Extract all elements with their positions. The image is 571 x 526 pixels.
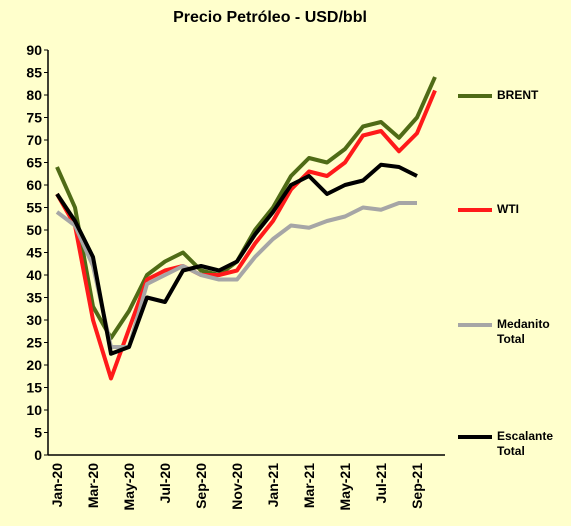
- line-series: [55, 162, 418, 356]
- x-tick-label: Jul-20: [157, 463, 173, 504]
- y-tick-label: 15: [26, 380, 42, 396]
- x-tick-label: Nov-20: [229, 463, 245, 510]
- y-tick-label: 85: [26, 65, 42, 81]
- y-tick-label: 60: [26, 177, 42, 193]
- x-tick-label: Jan-21: [265, 463, 281, 508]
- y-tick-label: 90: [26, 42, 42, 58]
- y-tick-label: 30: [26, 312, 42, 328]
- y-tick-label: 65: [26, 155, 42, 171]
- x-tick-label: Mar-21: [301, 463, 317, 508]
- y-tick-label: 55: [26, 200, 42, 216]
- y-tick-label: 20: [26, 357, 42, 373]
- legend-label: WTI: [497, 202, 519, 216]
- y-tick-label: 0: [34, 447, 42, 463]
- legend-label: Medanito Total: [497, 317, 550, 346]
- x-tick-label: Jul-21: [373, 463, 389, 504]
- y-tick-label: 10: [26, 402, 42, 418]
- x-tick-label: Sep-21: [409, 463, 425, 509]
- y-tick-label: 5: [34, 425, 42, 441]
- legend-label: Escalante Total: [497, 429, 554, 458]
- line-series: [55, 201, 417, 349]
- line-series: [55, 89, 437, 381]
- y-tick-label: 40: [26, 267, 42, 283]
- y-tick-label: 75: [26, 110, 42, 126]
- y-tick-label: 50: [26, 222, 42, 238]
- y-tick-label: 25: [26, 335, 42, 351]
- y-tick-label: 70: [26, 132, 42, 148]
- legend-label: BRENT: [497, 88, 539, 102]
- x-tick-label: May-21: [337, 463, 353, 511]
- y-tick-label: 35: [26, 290, 42, 306]
- x-tick-label: Jan-20: [49, 463, 65, 508]
- x-tick-label: Mar-20: [85, 463, 101, 508]
- y-tick-label: 45: [26, 245, 42, 261]
- y-tick-label: 80: [26, 87, 42, 103]
- chart-title: Precio Petróleo - USD/bbl: [173, 9, 367, 26]
- x-tick-label: Sep-20: [193, 463, 209, 509]
- x-tick-label: May-20: [121, 463, 137, 511]
